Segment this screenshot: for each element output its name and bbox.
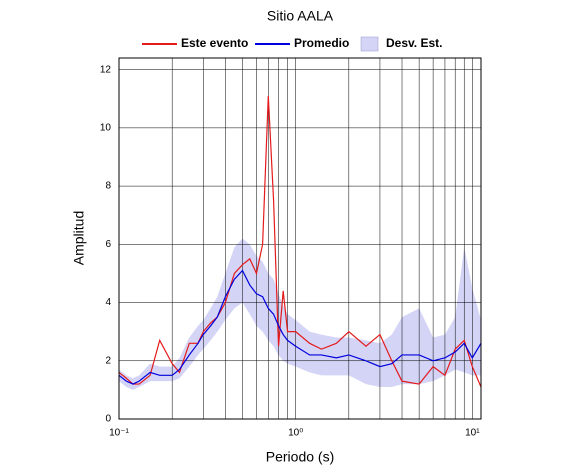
x-tick-label: 10¹ — [465, 428, 480, 439]
x-tick-label: 10⁰ — [288, 428, 303, 439]
series-line — [118, 269, 482, 385]
legend-label: Este evento — [181, 36, 248, 50]
y-axis-label: Amplitud — [71, 211, 87, 265]
legend-swatch — [360, 36, 379, 52]
y-tick-label: 10 — [100, 123, 112, 134]
y-tick-label: 2 — [105, 355, 111, 366]
series-line — [118, 95, 482, 388]
legend-label: Promedio — [294, 36, 349, 50]
y-tick-label: 8 — [105, 181, 111, 192]
plot-frame — [118, 57, 482, 420]
legend-label: Desv. Est. — [386, 36, 442, 50]
x-tick-label: 10⁻¹ — [109, 428, 129, 439]
std-band — [119, 238, 481, 390]
y-tick-label: 0 — [105, 414, 111, 425]
y-tick-label: 6 — [105, 239, 111, 250]
y-tick-label: 12 — [100, 64, 112, 75]
y-tick-label: 4 — [105, 297, 111, 308]
x-axis-label: Periodo (s) — [266, 449, 334, 465]
chart-title: Sitio AALA — [267, 8, 334, 24]
